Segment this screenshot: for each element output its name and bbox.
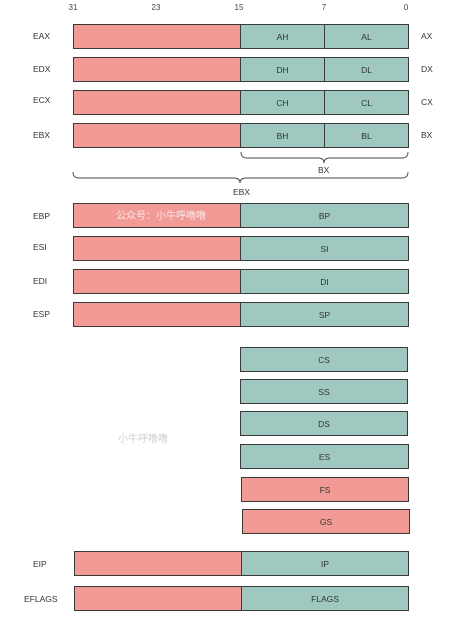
- watermark-text-2: 小牛呼噜噜: [118, 434, 168, 445]
- ah-box: AH: [240, 24, 325, 49]
- cl-box: CL: [324, 90, 409, 115]
- dh-box: DH: [240, 57, 325, 82]
- register-label-ebx: EBX: [33, 130, 51, 140]
- register-label-dx: DX: [421, 64, 433, 74]
- register-label-ecx: ECX: [33, 95, 51, 105]
- flags-box: FLAGS: [241, 586, 409, 611]
- sp-box: SP: [240, 302, 409, 327]
- eflags-upper-half: [74, 586, 242, 611]
- ebx-brace: [72, 171, 409, 184]
- ds-box: DS: [240, 411, 408, 436]
- gs-box: GS: [242, 509, 410, 534]
- bit-31: 31: [68, 3, 78, 12]
- register-label-edi: EDI: [33, 276, 48, 286]
- register-label-cx: CX: [421, 97, 433, 107]
- bh-box: BH: [240, 123, 325, 148]
- ss-box: SS: [240, 379, 408, 404]
- eax-upper-half: [73, 24, 241, 49]
- bit-23: 23: [151, 3, 161, 12]
- esi-upper-half: [73, 236, 241, 261]
- bl-box: BL: [324, 123, 409, 148]
- dl-box: DL: [324, 57, 409, 82]
- cs-box: CS: [240, 347, 408, 372]
- al-box: AL: [324, 24, 409, 49]
- brace-label-bx: BX: [318, 165, 330, 175]
- eip-upper-half: [74, 551, 242, 576]
- register-label-ax: AX: [421, 31, 433, 41]
- edi-upper-half: [73, 269, 241, 294]
- register-label-esi: ESI: [33, 242, 47, 252]
- brace-label-ebx: EBX: [233, 187, 251, 197]
- es-box: ES: [240, 444, 409, 469]
- ebx-upper-half: [73, 123, 241, 148]
- register-label-edx: EDX: [33, 64, 51, 74]
- si-box: SI: [240, 236, 409, 261]
- bp-box: BP: [240, 203, 409, 228]
- ip-box: IP: [241, 551, 409, 576]
- edx-upper-half: [73, 57, 241, 82]
- ch-box: CH: [240, 90, 325, 115]
- ebp-upper-half: [73, 203, 241, 228]
- di-box: DI: [240, 269, 409, 294]
- brace-lines: [72, 151, 409, 184]
- ecx-upper-half: [73, 90, 241, 115]
- bit-0: 0: [403, 3, 409, 12]
- register-label-ebp: EBP: [33, 211, 51, 221]
- bx-brace: [240, 151, 409, 164]
- register-label-bx: BX: [421, 130, 433, 140]
- bit-7: 7: [321, 3, 327, 12]
- register-label-eax: EAX: [33, 31, 51, 41]
- register-label-esp: ESP: [33, 309, 51, 319]
- register-label-eip: EIP: [33, 559, 47, 569]
- register-label-eflags: EFLAGS: [24, 594, 58, 604]
- bit-15: 15: [234, 3, 244, 12]
- watermark-text: 公众号：小牛呼噜噜: [116, 211, 206, 222]
- fs-box: FS: [241, 477, 409, 502]
- esp-upper-half: [73, 302, 241, 327]
